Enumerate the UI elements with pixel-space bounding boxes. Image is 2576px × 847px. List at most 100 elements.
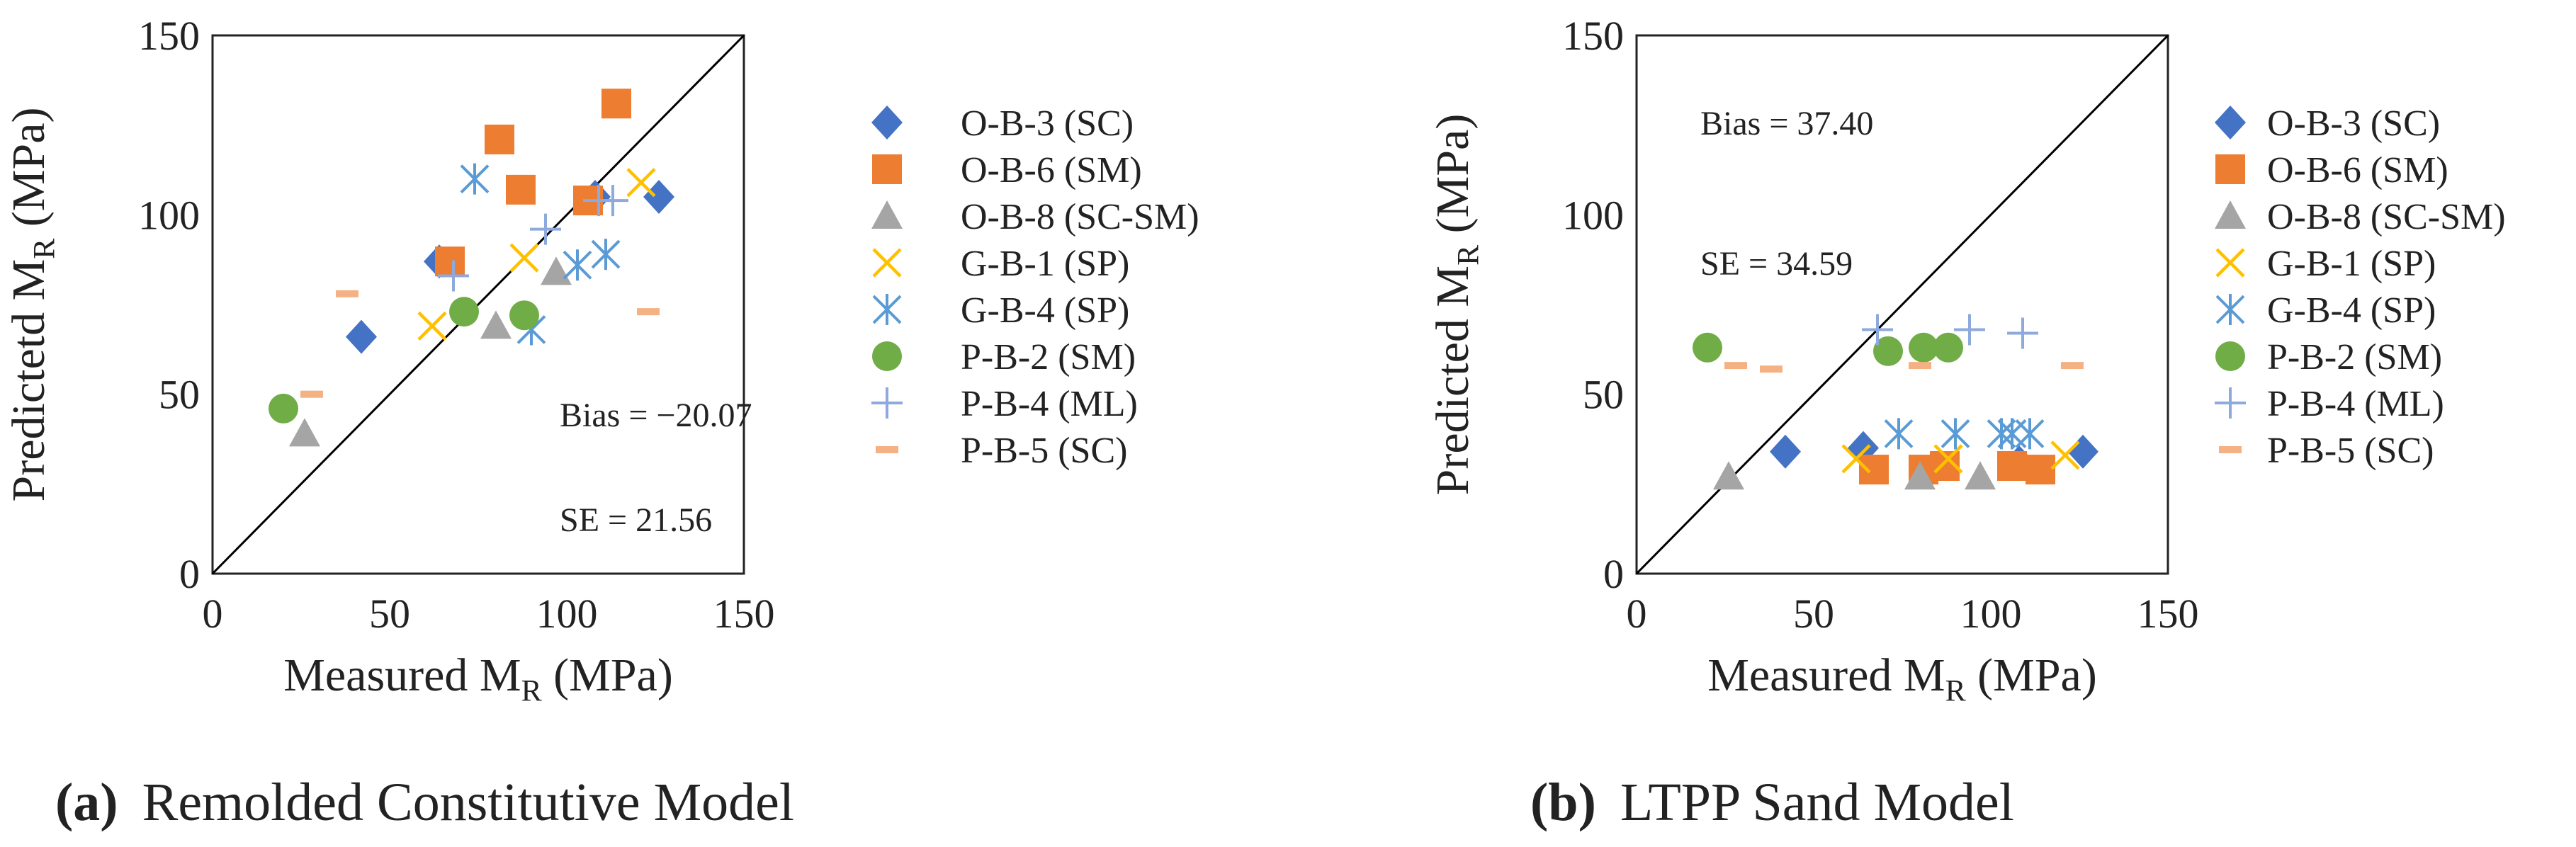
data-point <box>1862 314 1893 346</box>
data-point <box>300 390 323 398</box>
data-point <box>509 300 539 331</box>
data-point <box>541 256 572 285</box>
legend-item-g-b-1-sp: G-B-1 (SP) <box>2215 244 2436 284</box>
legend: O-B-3 (SC) O-B-6 (SM) O-B-8 (SC-SM) G-B-1 (… <box>2215 103 2506 471</box>
series-p-b-5-sc <box>300 290 660 398</box>
y-axis-label: Predicted MR (MPa) <box>1427 114 1486 496</box>
legend-item-o-b-6-sm: O-B-6 (SM) <box>872 150 1142 191</box>
legend-item-p-b-4-ml: P-B-4 (ML) <box>871 384 1138 424</box>
data-point <box>289 418 320 447</box>
legend-item-g-b-4-sp: G-B-4 (SP) <box>2215 290 2436 331</box>
x-tick-label: 150 <box>713 591 775 637</box>
series-p-b-5-sc <box>1724 362 2084 373</box>
data-point <box>460 163 490 195</box>
series-g-b-1-sp <box>1841 440 2080 474</box>
x-tick-label: 50 <box>1793 591 1834 637</box>
y-tick-label: 0 <box>1603 551 1624 597</box>
data-point <box>1713 461 1744 490</box>
data-point <box>417 311 447 341</box>
series-g-b-4-sp <box>460 163 621 346</box>
data-point <box>438 260 469 292</box>
x-tick-label: 100 <box>1960 591 2022 637</box>
legend-item-o-b-3-sc: O-B-3 (SC) <box>871 103 1134 144</box>
plot-frame <box>1635 34 2169 575</box>
y-tick-label: 100 <box>1562 192 1624 238</box>
y-tick-label: 100 <box>138 192 200 238</box>
chart-panel-b: 0 50 100 150 0 50 100 150 Measured MR (MPa) Predi… <box>1427 13 2506 708</box>
data-point <box>1909 362 1931 370</box>
caption-a: (a) Remolded Constitutive Model <box>55 772 794 834</box>
plot-frame <box>211 34 745 575</box>
legend-marker <box>872 294 902 325</box>
legend-marker <box>2215 154 2245 184</box>
data-point <box>2061 362 2084 370</box>
series-p-b-4-ml <box>438 185 628 292</box>
legend-marker <box>871 106 903 140</box>
chart-panel-a: 0 50 100 150 0 50 100 150 Measured MR (MPa) Predi… <box>3 13 1199 708</box>
caption-b: (b) LTPP Sand Model <box>1530 772 2014 834</box>
data-point <box>626 168 656 198</box>
y-tick-label: 150 <box>138 13 200 59</box>
legend-item-p-b-5-sc: P-B-5 (SC) <box>876 431 1127 471</box>
legend-item-p-b-4-ml: P-B-4 (ML) <box>2215 384 2444 424</box>
x-tick-label: 50 <box>369 591 410 637</box>
legend-item-p-b-5-sc: P-B-5 (SC) <box>2219 431 2434 471</box>
data-point <box>563 249 592 281</box>
x-tick-label: 0 <box>1627 591 1647 637</box>
legend-label: P-B-4 (ML) <box>2267 384 2444 424</box>
data-point <box>591 239 621 271</box>
series-g-b-4-sp <box>1884 418 2045 450</box>
data-point <box>1965 461 1996 490</box>
data-point <box>1873 336 1903 366</box>
data-point <box>1760 365 1783 373</box>
one-to-one-line <box>211 34 745 575</box>
series-o-b-8-sc-sm <box>1713 461 1996 490</box>
legend-label: P-B-5 (SC) <box>2267 431 2434 471</box>
legend-label: O-B-3 (SC) <box>961 103 1134 144</box>
caption-a-label: (a) <box>55 773 118 832</box>
legend-label: G-B-4 (SP) <box>2267 290 2436 331</box>
data-point <box>509 243 539 273</box>
legend-marker <box>872 154 902 184</box>
data-point <box>1997 451 2027 481</box>
x-tick-label: 150 <box>2137 591 2199 637</box>
legend-label: P-B-2 (SM) <box>961 337 1136 377</box>
data-point <box>1693 332 1722 363</box>
series-g-b-1-sp <box>417 168 656 341</box>
y-tick-label: 150 <box>1562 13 1624 59</box>
data-point <box>1884 418 1914 450</box>
data-point <box>637 308 660 316</box>
data-point <box>2015 418 2045 450</box>
data-point <box>1941 418 1970 450</box>
data-point <box>506 174 536 205</box>
data-point <box>597 185 628 217</box>
x-axis-label: Measured MR (MPa) <box>1707 649 2097 708</box>
legend-item-o-b-8-sc-sm: O-B-8 (SC-SM) <box>871 197 1199 237</box>
bias-annotation: Bias = −20.07 <box>560 397 752 434</box>
legend-item-g-b-4-sp: G-B-4 (SP) <box>872 290 1129 331</box>
legend-item-o-b-6-sm: O-B-6 (SM) <box>2215 150 2448 191</box>
legend: O-B-3 (SC) O-B-6 (SM) O-B-8 (SC-SM) G-B-1 (… <box>871 103 1199 471</box>
data-point <box>480 310 512 339</box>
data-point <box>643 180 674 214</box>
data-point <box>1909 332 1938 363</box>
legend-label: O-B-3 (SC) <box>2267 103 2440 144</box>
caption-b-text: LTPP Sand Model <box>1620 773 2014 832</box>
data-point <box>1859 455 1889 485</box>
se-annotation: SE = 21.56 <box>560 501 712 539</box>
legend-label: O-B-6 (SM) <box>2267 150 2448 191</box>
x-axis-label: Measured MR (MPa) <box>283 649 673 708</box>
data-point <box>1933 444 1963 474</box>
y-tick-label: 50 <box>159 372 200 418</box>
legend-label: G-B-4 (SP) <box>961 290 1129 331</box>
series-o-b-3-sc <box>346 180 674 354</box>
data-point <box>1724 362 1747 370</box>
legend-label: P-B-2 (SM) <box>2267 337 2442 377</box>
bias-annotation: Bias = 37.40 <box>1700 105 1873 142</box>
legend-marker <box>871 387 903 419</box>
series-p-b-4-ml <box>1862 314 2038 349</box>
legend-marker <box>872 248 902 278</box>
caption-b-label: (b) <box>1530 773 1596 832</box>
data-point <box>530 213 561 245</box>
